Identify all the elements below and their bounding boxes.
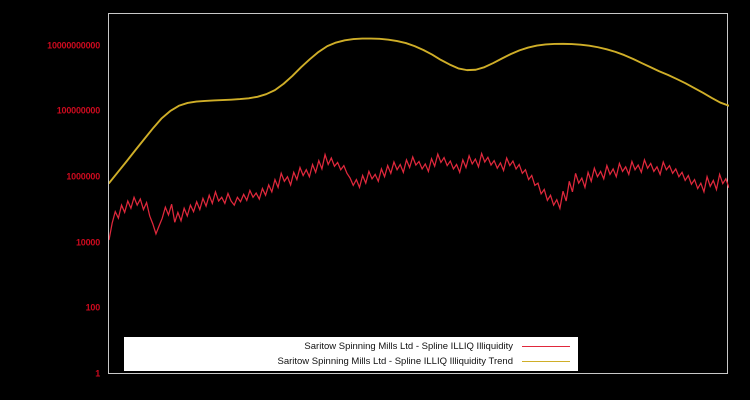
y-axis-tick-label: 1 xyxy=(95,368,100,379)
legend-item-trend: Saritow Spinning Mills Ltd - Spline ILLI… xyxy=(124,354,572,369)
y-axis-tick-label: 100 xyxy=(85,302,101,313)
legend-swatch-trend xyxy=(522,361,570,362)
legend-item-illiquidity: Saritow Spinning Mills Ltd - Spline ILLI… xyxy=(124,339,572,354)
legend-label-trend: Saritow Spinning Mills Ltd - Spline ILLI… xyxy=(277,356,513,367)
legend-swatch-illiquidity xyxy=(522,346,570,347)
chart-legend: Saritow Spinning Mills Ltd - Spline ILLI… xyxy=(124,337,578,371)
plot-canvas xyxy=(109,37,729,241)
y-axis: 10000000000 100000000 1000000 10000 100 1 xyxy=(0,13,108,378)
legend-label-illiquidity: Saritow Spinning Mills Ltd - Spline ILLI… xyxy=(304,341,513,352)
plot-area xyxy=(108,13,729,374)
y-axis-tick-label: 10000000000 xyxy=(47,40,100,51)
y-axis-tick-label: 1000000 xyxy=(66,171,100,182)
series-line-trend xyxy=(109,37,729,185)
series-line-illiquidity xyxy=(109,151,729,241)
y-axis-tick-label: 100000000 xyxy=(56,105,100,116)
y-axis-tick-label: 10000 xyxy=(75,237,100,248)
